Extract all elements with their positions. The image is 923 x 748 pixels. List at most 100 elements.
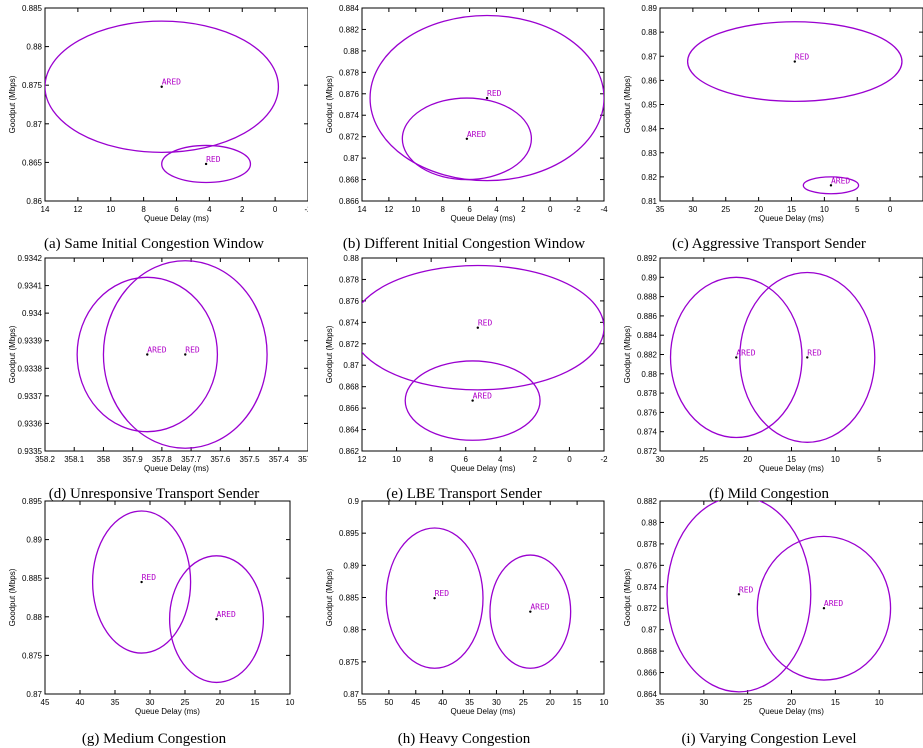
- y-tick-label: 0.878: [339, 275, 360, 284]
- mean-point-ared: [735, 356, 738, 359]
- x-tick-label: 12: [73, 205, 82, 214]
- mean-point-red: [476, 326, 480, 329]
- mean-point-ared: [160, 85, 163, 88]
- x-axis-label: Queue Delay (ms): [451, 707, 516, 716]
- x-tick-label: 30: [146, 698, 155, 707]
- subfigure-caption: (d) Unresponsive Transport Sender: [48, 486, 260, 502]
- x-tick-label: 35: [656, 698, 665, 707]
- y-tick-label: 0.884: [637, 331, 658, 340]
- x-tick-label: 25: [721, 205, 730, 214]
- y-tick-label: 0.874: [339, 111, 360, 120]
- x-tick-label: 357.4: [269, 455, 290, 464]
- y-tick-label: 0.85: [641, 101, 657, 110]
- series-label-ared: ARED: [736, 348, 755, 357]
- y-tick-label: 0.89: [343, 561, 359, 570]
- y-tick-label: 0.868: [339, 383, 360, 392]
- y-tick-label: 0.865: [22, 158, 43, 167]
- confidence-ellipse-red: [102, 260, 268, 449]
- confidence-ellipse-ared: [489, 554, 572, 669]
- x-tick-label: 30: [656, 455, 665, 464]
- plot-area: RED ARED: [686, 21, 903, 195]
- x-tick-label: 10: [392, 455, 401, 464]
- mean-point-ared: [465, 137, 469, 141]
- y-tick-label: 0.88: [343, 47, 359, 56]
- y-tick-label: 0.87: [343, 154, 359, 163]
- x-axis-label: Queue Delay (ms): [135, 707, 200, 716]
- series-label-red: RED: [807, 348, 822, 357]
- x-tick-label: 2: [240, 205, 245, 214]
- y-tick-label: 0.88: [641, 370, 657, 379]
- y-tick-label: 0.872: [637, 447, 658, 456]
- mean-point-ared: [471, 399, 474, 402]
- series-label-ared: ARED: [147, 346, 166, 355]
- chart-svg: 45 40 35 30 25 20 15 10 0.87 0.875 0.88 0.885 0.89 0.…: [8, 497, 295, 716]
- chart-panel: 358.2 358.1 358 357.9 357.8 357.7 357.6 357.5 35…: [0, 250, 308, 502]
- x-tick-label: 5: [855, 205, 860, 214]
- series-label-ared: ARED: [162, 78, 181, 87]
- x-tick-label: 4: [498, 455, 503, 464]
- x-tick-label: 8: [141, 205, 146, 214]
- x-tick-label: 25: [743, 698, 752, 707]
- x-tick-label: 20: [787, 698, 796, 707]
- x-tick-label: 15: [251, 698, 260, 707]
- x-tick-label: 45: [41, 698, 50, 707]
- mean-point-red: [737, 593, 741, 596]
- x-tick-label: 6: [174, 205, 179, 214]
- confidence-ellipse-ared: [401, 97, 533, 181]
- y-tick-label: 0.88: [641, 28, 657, 37]
- y-axis-label: Goodput (Mbps): [8, 325, 17, 383]
- x-tick-label: 40: [76, 698, 85, 707]
- x-tick-label: 357.7: [181, 455, 202, 464]
- chart-svg: 14 12 10 8 6 4 2 0 -2 -4 0.866 0.868 0.87 0.872 0.874 0…: [325, 4, 608, 223]
- subfigure-caption: (h) Heavy Congestion: [397, 731, 531, 747]
- y-tick-label: 0.868: [339, 176, 360, 185]
- subfigure-caption: (g) Medium Congestion: [81, 731, 227, 747]
- x-tick-label: 10: [286, 698, 295, 707]
- y-tick-label: 0.87: [343, 361, 359, 370]
- x-axis-label: Queue Delay (ms): [759, 464, 824, 473]
- y-tick-label: 0.9: [348, 497, 360, 506]
- chart-panel: 35 30 25 20 15 10 5 0 0.81 0.82 0.83 0.84 0.85 0.86 0.…: [615, 0, 923, 252]
- x-tick-label: 55: [358, 698, 367, 707]
- confidence-ellipse-red: [362, 264, 604, 391]
- y-tick-label: 0.83: [641, 149, 657, 158]
- mean-point-ared: [822, 607, 826, 610]
- confidence-ellipse-red: [385, 527, 484, 669]
- x-tick-label: 30: [688, 205, 697, 214]
- y-tick-label: 0.875: [22, 651, 43, 660]
- x-tick-label: 357.5: [240, 455, 261, 464]
- y-axis-label: Goodput (Mbps): [8, 568, 17, 626]
- x-tick-label: 6: [463, 455, 468, 464]
- series-label-red: RED: [795, 53, 810, 62]
- y-tick-label: 0.88: [641, 518, 657, 527]
- x-tick-label: 25: [699, 455, 708, 464]
- y-tick-label: 0.88: [26, 43, 42, 52]
- x-tick-label: 15: [787, 455, 796, 464]
- y-tick-label: 0.864: [637, 690, 658, 699]
- y-tick-label: 0.87: [26, 690, 42, 699]
- mean-point-red: [793, 60, 796, 63]
- confidence-ellipse-red: [91, 510, 192, 654]
- y-tick-label: 0.9336: [18, 419, 43, 428]
- confidence-ellipse-red: [666, 501, 812, 693]
- x-tick-label: 0: [273, 205, 278, 214]
- y-tick-label: 0.874: [339, 318, 360, 327]
- y-axis-label: Goodput (Mbps): [623, 325, 632, 383]
- x-tick-label: 0: [888, 205, 893, 214]
- x-tick-label: 50: [384, 698, 393, 707]
- y-tick-label: 0.888: [637, 293, 658, 302]
- subfigure-caption: (c) Aggressive Transport Sender: [672, 236, 866, 252]
- y-tick-label: 0.86: [26, 197, 42, 206]
- y-axis-label: Goodput (Mbps): [325, 325, 334, 383]
- plot-area: RED ARED: [385, 527, 572, 669]
- x-tick-label: 12: [384, 205, 393, 214]
- x-tick-label: 15: [787, 205, 796, 214]
- y-tick-label: 0.89: [26, 536, 42, 545]
- y-tick-label: 0.885: [339, 594, 360, 603]
- x-tick-label: 20: [743, 455, 752, 464]
- y-tick-label: 0.9338: [18, 364, 43, 373]
- y-tick-label: 0.88: [343, 626, 359, 635]
- subfigure-caption: (a) Same Initial Congestion Window: [44, 236, 264, 252]
- chart-panel: 45 40 35 30 25 20 15 10 0.87 0.875 0.88 0.885 0.89 0.…: [0, 493, 308, 747]
